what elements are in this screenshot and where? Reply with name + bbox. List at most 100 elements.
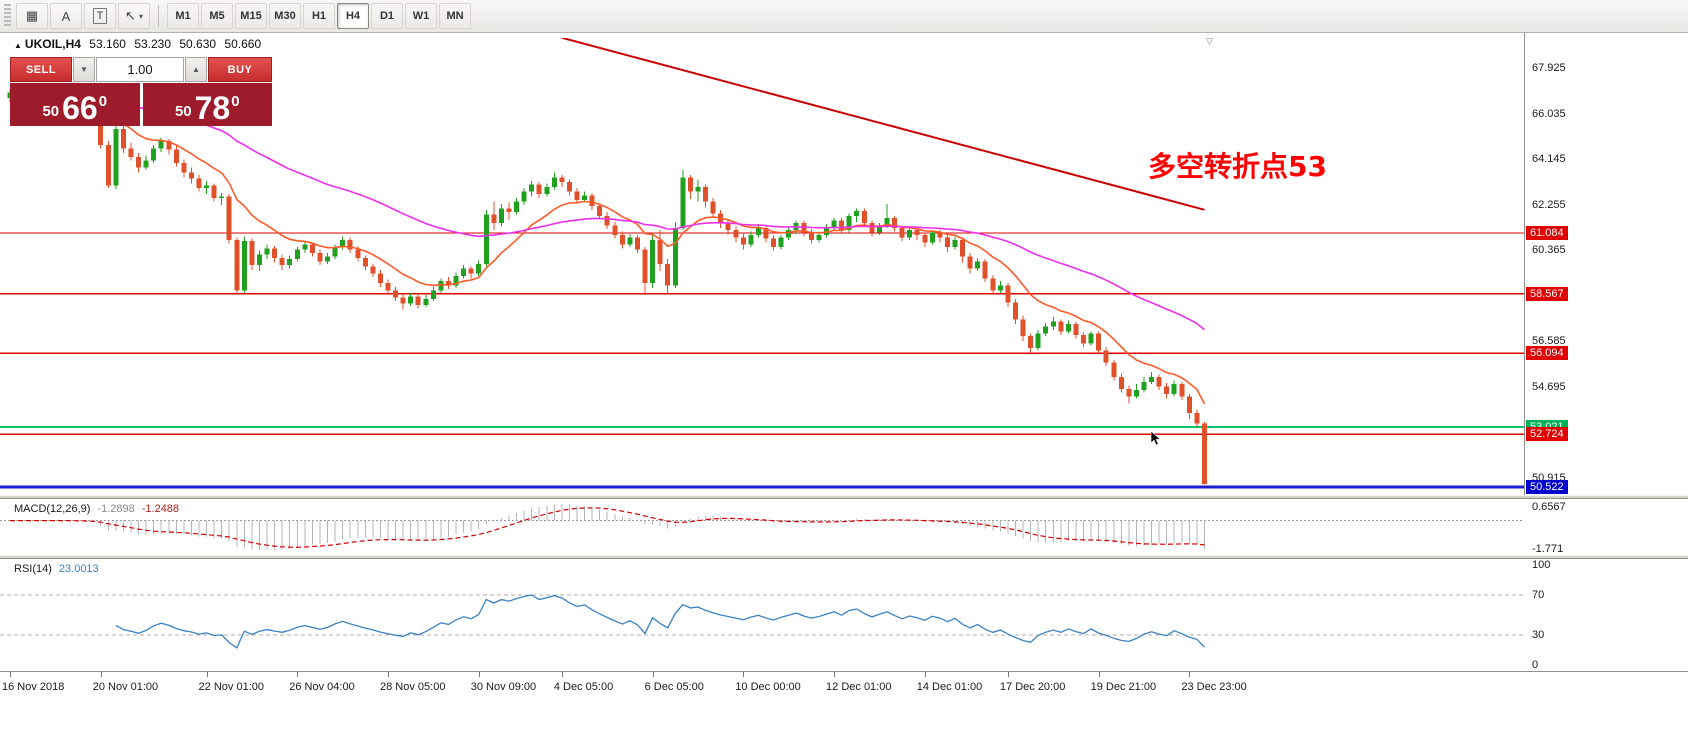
macd-name: MACD(12,26,9)	[14, 503, 91, 515]
candles-group	[7, 83, 1207, 485]
macd-chart	[0, 504, 1524, 550]
timeframe-toolbar: M1 M5 M15 M30 H1 H4 D1 W1 MN	[166, 3, 472, 29]
price-tick-label: 54.695	[1532, 380, 1566, 393]
price-badge-61.084: 61.084	[1526, 226, 1568, 241]
time-tick	[743, 672, 745, 677]
time-label: 23 Dec 23:00	[1181, 681, 1247, 693]
macd-value-1: -1.2898	[97, 503, 135, 515]
time-tick	[652, 672, 654, 677]
ma-slow-line	[9, 91, 1205, 331]
toolbar-separator	[158, 5, 159, 27]
mouse-cursor	[1151, 431, 1162, 446]
time-label: 14 Dec 01:00	[916, 681, 983, 693]
price-tick-label: 66.035	[1532, 107, 1566, 120]
panel-splitter[interactable]	[0, 495, 1688, 499]
time-tick	[100, 672, 102, 677]
price-tick-label: 67.925	[1532, 62, 1566, 75]
timeframe-button-w1[interactable]: W1	[405, 3, 437, 29]
time-label: 20 Nov 01:00	[92, 681, 159, 693]
candlestick-chart[interactable]	[0, 38, 1524, 493]
price-badge-50.522: 50.522	[1526, 480, 1568, 495]
grid-icon[interactable]: ▦	[16, 3, 48, 29]
volume-input[interactable]: 1.00	[96, 57, 184, 82]
price-tick-label: 62.255	[1532, 198, 1566, 211]
timeframe-button-m5[interactable]: M5	[201, 3, 233, 29]
timeframe-button-h4[interactable]: H4	[337, 3, 369, 29]
toolbar-grip[interactable]	[4, 4, 11, 28]
buy-button[interactable]: BUY	[208, 57, 272, 82]
close-value: 50.660	[224, 37, 262, 51]
macd-axis-bottom-label: -1.771	[1532, 543, 1564, 555]
chart-text-annotation: 多空转折点53	[1148, 150, 1327, 183]
ma-fast-line	[9, 91, 1206, 405]
text-label-icon[interactable]: A	[50, 3, 82, 29]
grid-icon: ▦	[25, 8, 39, 23]
rsi-chart	[0, 594, 1524, 649]
volume-increase-button[interactable]: ▲	[185, 57, 207, 82]
rsi-label: RSI(14) 23.0013	[14, 563, 106, 575]
dropdown-caret-icon[interactable]: ▾	[138, 11, 143, 21]
time-tick	[297, 672, 299, 677]
timeframe-button-mn[interactable]: MN	[439, 3, 471, 29]
macd-label: MACD(12,26,9) -1.2898 -1.2488	[14, 503, 186, 515]
sell-button[interactable]: SELL	[10, 57, 72, 82]
sell-price-display[interactable]: 50 66 0	[10, 83, 140, 126]
time-tick	[924, 672, 926, 677]
volume-decrease-button[interactable]: ▼	[73, 57, 95, 82]
rsi-line	[115, 594, 1205, 649]
timeframe-button-h1[interactable]: H1	[303, 3, 335, 29]
macd-axis: 0.6567 -1.771	[1524, 499, 1688, 555]
macd-value-2: -1.2488	[141, 503, 180, 515]
time-label: 4 Dec 05:00	[553, 681, 614, 693]
panel-splitter[interactable]	[0, 555, 1688, 559]
time-label: 26 Nov 04:00	[289, 681, 355, 693]
time-tick	[206, 672, 208, 677]
macd-panel[interactable]: MACD(12,26,9) -1.2898 -1.2488	[0, 499, 1524, 555]
macd-histogram	[17, 504, 1205, 550]
macd-axis-top-label: 0.6567	[1532, 501, 1566, 513]
descending-trendline[interactable]	[561, 38, 1205, 211]
price-badge-52.724: 52.724	[1526, 427, 1568, 442]
rsi-axis-label-30: 30	[1532, 629, 1545, 641]
buy-price-prefix: 50	[174, 103, 192, 120]
price-badge-56.094: 56.094	[1526, 346, 1568, 361]
text-box-icon[interactable]: T	[84, 3, 116, 29]
price-chart-panel[interactable]: ▲ UKOIL,H4 53.160 53.230 50.630 50.660 SE…	[0, 33, 1524, 495]
arrow-tools-icon: ↖	[125, 8, 136, 23]
time-label: 10 Dec 00:00	[735, 681, 801, 693]
chart-shift-marker-icon[interactable]: ▽	[1206, 36, 1213, 46]
one-click-trading-panel: SELL ▼ 1.00 ▲ BUY 50 66 0 50 78 0	[10, 57, 272, 126]
price-tick-label: 56.585	[1532, 335, 1566, 348]
tool-icons-group: ▦ A T ↖ ▾	[15, 3, 151, 29]
rsi-axis: 100 70 30 0	[1524, 559, 1688, 671]
buy-price-display[interactable]: 50 78 0	[142, 83, 272, 126]
price-badge-58.567: 58.567	[1526, 286, 1568, 301]
time-label: 19 Dec 21:00	[1090, 681, 1157, 693]
expand-icon[interactable]: ▲	[14, 41, 22, 50]
rsi-value: 23.0013	[58, 563, 99, 575]
timeframe-button-m1[interactable]: M1	[167, 3, 199, 29]
time-tick	[1098, 672, 1100, 677]
axis-separator	[1524, 33, 1525, 671]
arrow-tools-icon[interactable]: ↖ ▾	[118, 3, 150, 29]
symbol-label: UKOIL,H4	[24, 37, 81, 51]
timeframe-button-m30[interactable]: M30	[269, 3, 301, 29]
high-value: 53.230	[134, 37, 172, 51]
time-axis[interactable]: 16 Nov 2018 20 Nov 01:00 22 Nov 01:00 26 No…	[0, 671, 1688, 751]
time-tick	[478, 672, 480, 677]
rsi-axis-label-100: 100	[1532, 559, 1551, 571]
time-label: 30 Nov 09:00	[470, 681, 537, 693]
time-tick	[1189, 672, 1191, 677]
timeframe-button-d1[interactable]: D1	[371, 3, 403, 29]
text-box-icon: T	[92, 8, 108, 24]
rsi-panel[interactable]: RSI(14) 23.0013	[0, 559, 1524, 671]
rsi-axis-label-0: 0	[1532, 659, 1539, 671]
buy-price-sup: 0	[231, 93, 240, 110]
sell-price-prefix: 50	[42, 103, 60, 120]
toolbar: ▦ A T ↖ ▾ M1 M5 M15 M30 H1 H4 D1 W1 MN	[0, 0, 1688, 33]
buy-price-big: 78	[194, 90, 231, 126]
timeframe-button-m15[interactable]: M15	[235, 3, 267, 29]
open-value: 53.160	[89, 37, 126, 51]
time-label: 28 Nov 05:00	[380, 681, 446, 693]
